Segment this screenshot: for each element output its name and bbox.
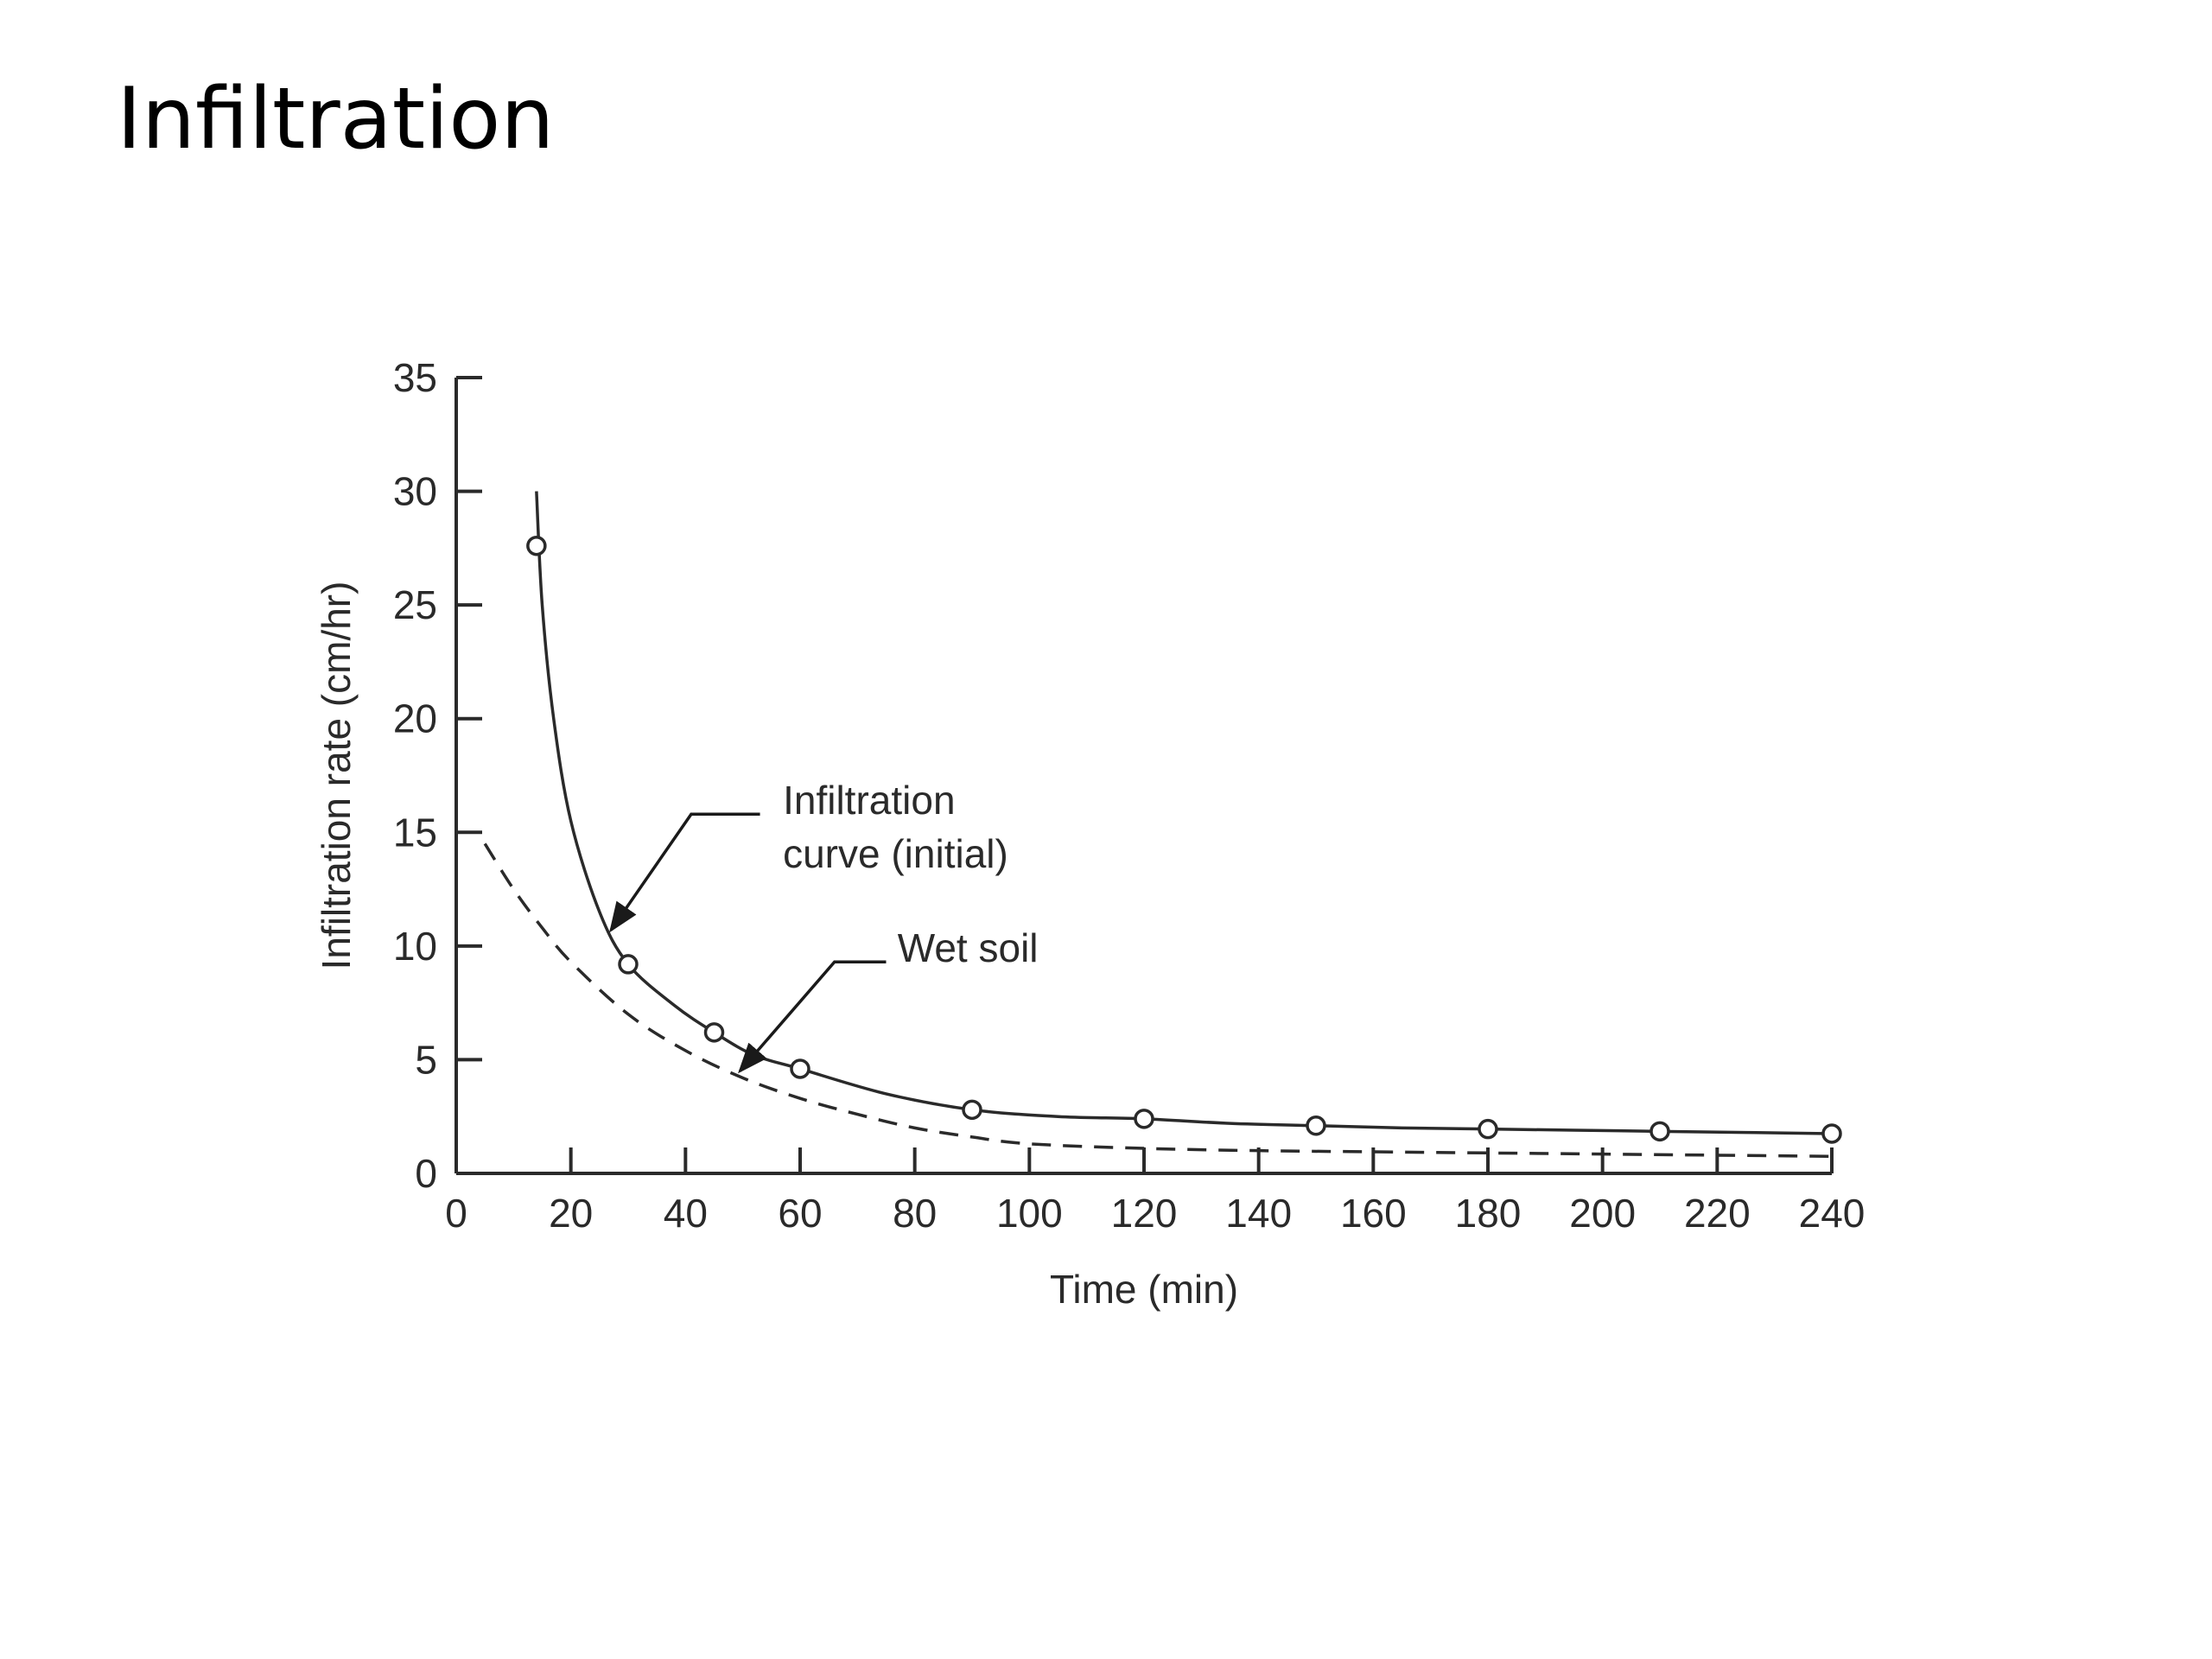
x-tick-label: 160	[1340, 1191, 1407, 1236]
y-tick-label: 20	[393, 696, 437, 741]
data-point	[1478, 1118, 1498, 1140]
y-tick-label: 10	[393, 924, 437, 969]
x-tick-label: 20	[549, 1191, 593, 1236]
annotation-leader	[609, 812, 760, 933]
annotation-leader	[738, 960, 887, 1074]
x-axis-label: Time (min)	[1050, 1267, 1238, 1312]
x-tick-label: 240	[1799, 1191, 1866, 1236]
x-tick-label: 60	[778, 1191, 822, 1236]
data-point	[1649, 1121, 1670, 1142]
x-tick-label: 140	[1225, 1191, 1292, 1236]
annotations: Infiltration curve (initial) Wet soil	[609, 778, 1039, 1074]
y-tick-label: 5	[415, 1037, 437, 1082]
x-tick-label: 0	[445, 1191, 467, 1236]
annotation-label: curve (initial)	[783, 831, 1008, 876]
y-tick-label: 15	[393, 810, 437, 855]
annotation-label: Infiltration	[783, 778, 955, 823]
slide-title: Infiltration	[117, 70, 555, 168]
x-tick-label: 100	[996, 1191, 1063, 1236]
data-point	[526, 535, 547, 556]
y-tick-label: 25	[393, 582, 437, 627]
x-tick-label: 200	[1569, 1191, 1636, 1236]
x-tick-label: 120	[1111, 1191, 1178, 1236]
y-tick-label: 30	[393, 469, 437, 514]
data-point	[1821, 1123, 1842, 1144]
x-tick-label: 40	[664, 1191, 708, 1236]
data-point	[618, 954, 639, 975]
x-tick-label: 180	[1455, 1191, 1522, 1236]
data-point	[790, 1058, 810, 1079]
series-line-wet-soil	[483, 842, 1833, 1159]
annotation-label: Wet soil	[898, 925, 1039, 970]
x-tick-label: 80	[893, 1191, 937, 1236]
data-point	[962, 1099, 982, 1121]
series-line-initial	[535, 491, 1833, 1135]
data-point	[1134, 1109, 1154, 1129]
x-tick-label: 220	[1684, 1191, 1751, 1236]
data-point	[703, 1022, 725, 1043]
y-tick-label: 0	[415, 1151, 437, 1196]
series-layer	[483, 491, 1842, 1159]
y-tick-label: 35	[393, 355, 437, 400]
axes: 0 5 10 15 20 25 30 35 0 20 40 60 80 100 120 140 160 180 20…	[314, 355, 1865, 1312]
y-axis-label: Infiltration rate (cm/hr)	[314, 582, 359, 970]
data-point	[1306, 1115, 1326, 1136]
